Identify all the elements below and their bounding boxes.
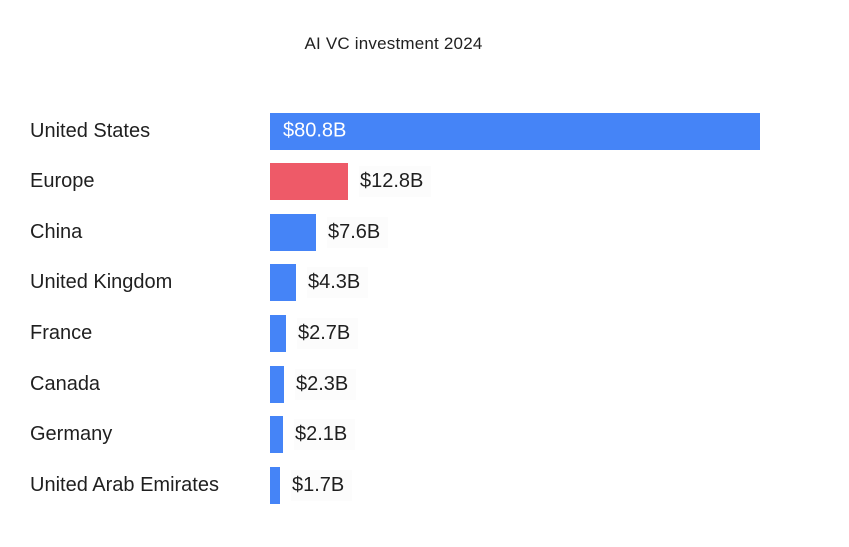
value-label: $80.8B: [283, 119, 347, 142]
bar-track: $2.7B: [270, 315, 849, 353]
chart-row: United Kingdom $4.3B: [0, 258, 849, 309]
bar-track: $80.8B: [270, 112, 849, 150]
chart-row: Canada $2.3B: [0, 359, 849, 410]
chart-row: Germany $2.1B: [0, 409, 849, 460]
value-label: $2.3B: [295, 368, 357, 400]
chart-row: Europe $12.8B: [0, 157, 849, 208]
bar-track: $12.8B: [270, 163, 849, 201]
bar: [270, 264, 296, 302]
chart-row: China $7.6B: [0, 207, 849, 258]
bar: [270, 365, 284, 403]
value-label: $12.8B: [359, 166, 432, 198]
chart-row: United States $80.8B: [0, 106, 849, 157]
category-label: China: [30, 220, 83, 243]
category-label: United Kingdom: [30, 271, 173, 294]
category-label: Germany: [30, 423, 113, 446]
bar-track: $2.1B: [270, 416, 849, 454]
bar: [270, 213, 316, 251]
chart-row: France $2.7B: [0, 308, 849, 359]
bar: [270, 315, 286, 353]
bar-track: $2.3B: [270, 365, 849, 403]
category-label: United States: [30, 119, 151, 142]
chart-title: AI VC investment 2024: [304, 34, 483, 53]
bar: [270, 416, 283, 454]
value-label: $4.3B: [307, 267, 369, 299]
bar: [270, 466, 280, 504]
category-label: United Arab Emirates: [30, 473, 219, 496]
category-label: Europe: [30, 170, 95, 193]
value-label: $1.7B: [291, 469, 353, 501]
bar: [270, 163, 348, 201]
value-label: $7.6B: [327, 216, 389, 248]
bar-track: $4.3B: [270, 264, 849, 302]
value-label: $2.7B: [297, 318, 359, 350]
bar-track: $7.6B: [270, 213, 849, 251]
chart-row: United Arab Emirates $1.7B: [0, 460, 849, 511]
bar-track: $1.7B: [270, 466, 849, 504]
bar: [270, 112, 760, 150]
category-label: Canada: [30, 372, 101, 395]
value-label: $2.1B: [294, 419, 356, 451]
category-label: France: [30, 322, 93, 345]
